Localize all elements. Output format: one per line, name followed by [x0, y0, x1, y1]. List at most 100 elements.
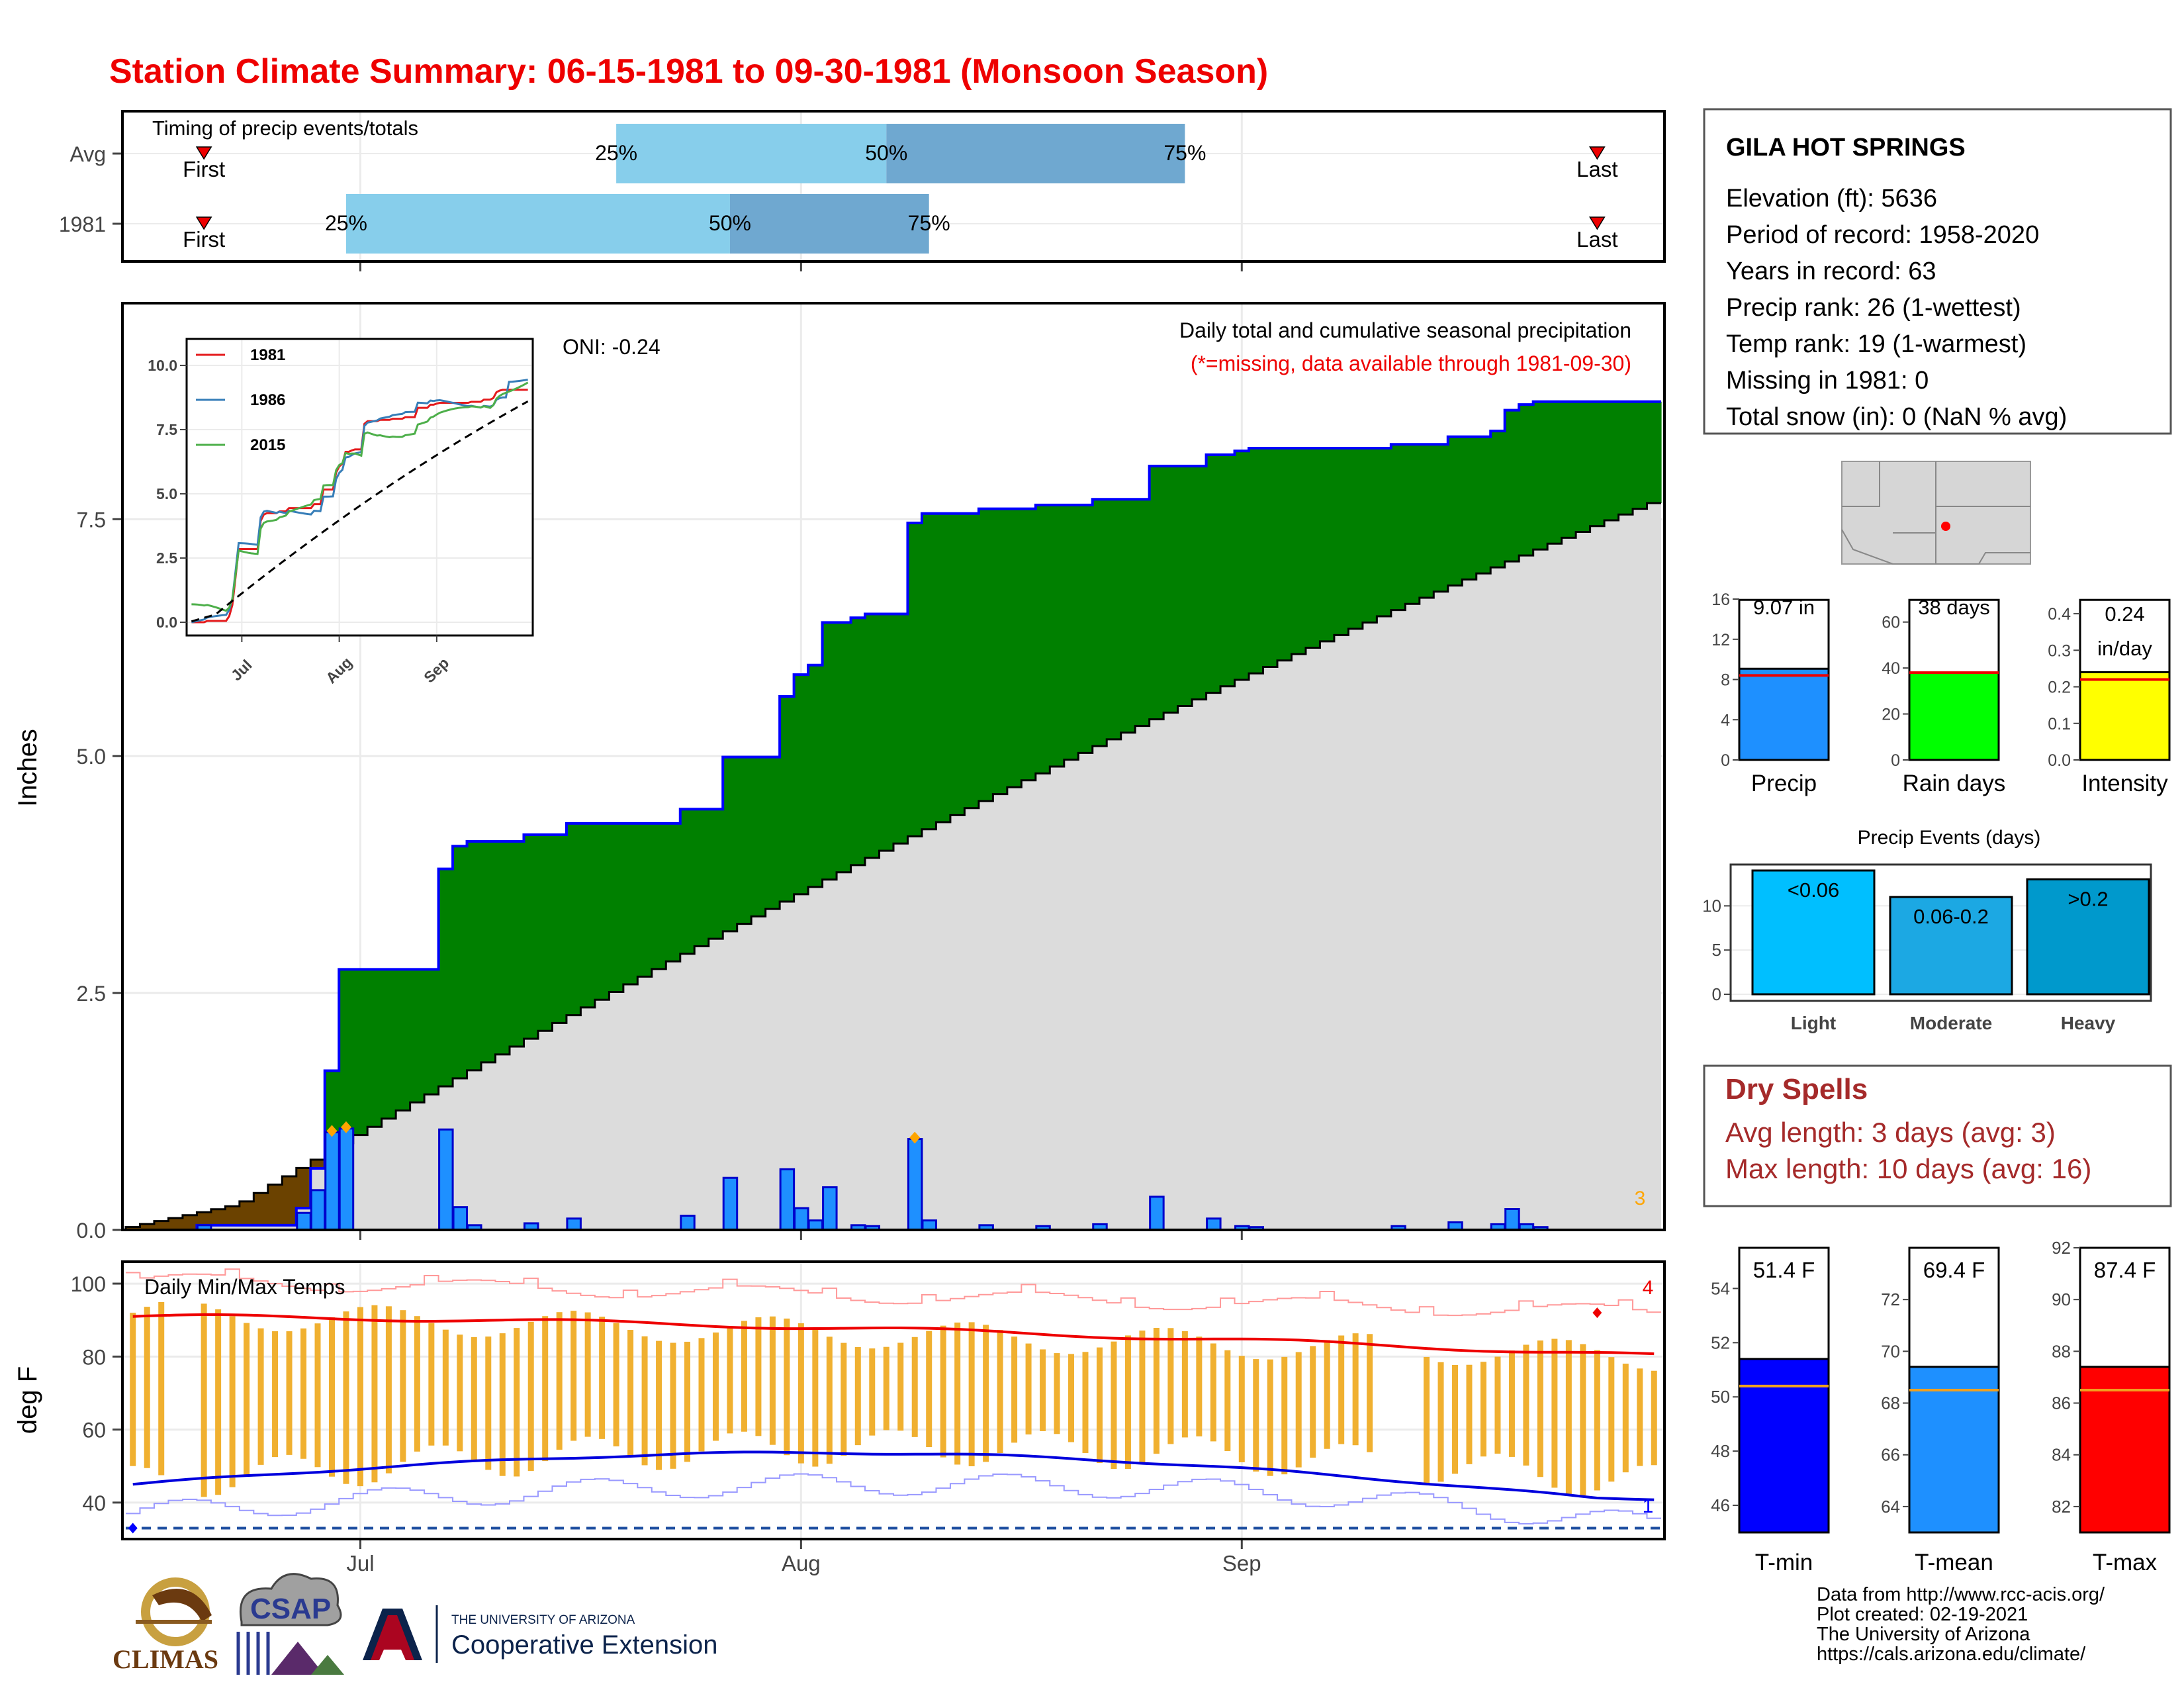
events-category-label: Heavy: [2061, 1013, 2116, 1033]
dry-spells-box: Dry Spells Avg length: 3 days (avg: 3) M…: [1703, 1064, 2172, 1207]
daily-temp-bar: [1040, 1349, 1046, 1431]
info-line: Precip rank: 26 (1-wettest): [1726, 294, 2021, 322]
footer-line: Plot created: 02-19-2021: [1817, 1604, 2028, 1625]
inset-legend-label: 2015: [250, 436, 285, 454]
daily-temp-bar: [841, 1342, 847, 1456]
temp-bar-label: T-max: [2093, 1550, 2158, 1575]
daily-temp-bar: [499, 1333, 506, 1476]
precip-panel: 3 Daily total and cumulative seasonal pre…: [13, 302, 1666, 1243]
temp-bar-tick-label: 54: [1711, 1278, 1730, 1298]
last-marker: [1588, 216, 1606, 230]
y-axis-title: deg F: [13, 1366, 42, 1434]
daily-temp-bar: [1437, 1362, 1444, 1482]
station-marker: [1941, 522, 1950, 531]
daily-temp-bar: [854, 1346, 861, 1446]
footer-line: https://cals.arizona.edu/climate/: [1817, 1644, 2086, 1665]
daily-temp-bar: [883, 1346, 889, 1430]
daily-temp-bar: [428, 1323, 435, 1446]
events-category-label: Moderate: [1910, 1013, 1992, 1033]
record-high-count: 4: [1643, 1277, 1654, 1299]
daily-temp-bar: [485, 1336, 492, 1470]
daily-precip-bar: [794, 1207, 809, 1231]
surplus-area: [324, 401, 1662, 1152]
last-marker: [1588, 146, 1606, 160]
panel-frame: [121, 302, 1666, 1231]
daily-temp-bar: [926, 1331, 933, 1448]
month-axis: Jul Aug Sep: [346, 1551, 1261, 1575]
record-high-marker: [1592, 1307, 1602, 1319]
daily-temp-bar: [1651, 1370, 1657, 1466]
daily-temp-bar: [599, 1317, 606, 1439]
temp-bar-value: [1908, 1366, 2000, 1534]
events-chart: Precip Events (days) 0 5 10 <0.06 Light 0.06-0…: [1702, 827, 2152, 1033]
daily-precip-bar: [566, 1217, 582, 1231]
daily-temp-bar: [1622, 1364, 1629, 1473]
dry-spells-title: Dry Spells: [1725, 1073, 1868, 1105]
temp-bar-tick-label: 84: [2052, 1445, 2071, 1465]
mini-bar-tick-label: 0.4: [2048, 605, 2071, 624]
daily-precip-bar: [296, 1211, 312, 1231]
temp-panel: Daily Min/Max Temps 4 1 40 60 80 100 deg F: [13, 1260, 1666, 1549]
daily-temp-bar: [712, 1332, 719, 1441]
inset-tick-label: 10.0: [148, 357, 177, 374]
temp-bar-tick-label: 72: [1881, 1289, 1900, 1309]
events-frame: [1729, 863, 2152, 1002]
quartile-bar-lower: [345, 194, 730, 254]
info-line: Period of record: 1958-2020: [1726, 221, 2039, 249]
daily-precip-bar: [1149, 1196, 1165, 1231]
daily-temp-bar: [1054, 1353, 1060, 1434]
daily-temp-bar: [1324, 1340, 1330, 1449]
daily-precip-bar: [338, 1127, 355, 1231]
inset-tick-label: 5.0: [156, 485, 177, 502]
daily-temp-bar: [229, 1316, 236, 1487]
y-tick-label: 80: [82, 1345, 106, 1369]
first-label: First: [183, 227, 225, 252]
last-label: Last: [1576, 227, 1617, 252]
daily-temp-bar: [144, 1307, 150, 1468]
record-low-count: 1: [1643, 1495, 1654, 1517]
daily-temp-bar: [1608, 1357, 1615, 1482]
daily-temp-bar: [130, 1313, 136, 1466]
temp-bar-tick-label: 82: [2052, 1497, 2071, 1517]
daily-temp-bar: [201, 1303, 207, 1497]
y-tick-label: 7.5: [77, 508, 106, 532]
daily-temp-bar: [727, 1326, 733, 1434]
mini-bar-tick-label: 0.1: [2048, 715, 2071, 733]
deficit-area: [126, 1159, 326, 1230]
quartile-bar-upper: [729, 194, 929, 254]
y-tick-label: 40: [82, 1491, 106, 1515]
daily-temp-bar: [670, 1342, 676, 1469]
mini-bar-tick-label: 4: [1721, 711, 1730, 729]
footer-credits: Data from http://www.rcc-acis.org/ Plot …: [1817, 1584, 2105, 1665]
daily-temp-bar: [1367, 1334, 1373, 1452]
mini-bar-tick-label: 0.3: [2048, 641, 2071, 660]
daily-temp-bar: [1281, 1356, 1288, 1475]
last-label: Last: [1576, 157, 1617, 181]
daily-temp-bar: [357, 1307, 363, 1487]
temp-bar-tick-label: 52: [1711, 1333, 1730, 1352]
temp-bar-label: T-mean: [1915, 1550, 1993, 1575]
daily-temp-bar: [570, 1311, 577, 1441]
daily-temp-bar: [1580, 1344, 1586, 1495]
record-marker: [326, 1125, 338, 1137]
climas-logo: CLIMAS: [113, 1577, 218, 1674]
events-tick-label: 5: [1712, 940, 1721, 960]
month-label: Jul: [346, 1551, 374, 1575]
daily-temp-bar: [1480, 1362, 1486, 1457]
inset-series-line: [191, 389, 528, 624]
mini-bar-tick-label: 0.0: [2048, 751, 2071, 770]
daily-temp-bar: [627, 1330, 634, 1456]
daily-precip-bar: [921, 1219, 937, 1231]
daily-temp-bar: [1082, 1352, 1089, 1453]
daily-temp-bar: [371, 1305, 378, 1483]
first-label: First: [183, 157, 225, 181]
daily-temp-bar: [983, 1325, 989, 1462]
temp-bar-tick-label: 46: [1711, 1495, 1730, 1515]
temp-bar-value: [1738, 1358, 1830, 1534]
daily-temp-bar: [1096, 1347, 1103, 1464]
station-name: GILA HOT SPRINGS: [1726, 134, 1966, 162]
mini-bar-tick-label: 40: [1882, 659, 1900, 678]
daily-temp-bar: [1523, 1344, 1529, 1466]
daily-temp-bar: [385, 1306, 392, 1474]
daily-temp-bar: [797, 1323, 804, 1464]
